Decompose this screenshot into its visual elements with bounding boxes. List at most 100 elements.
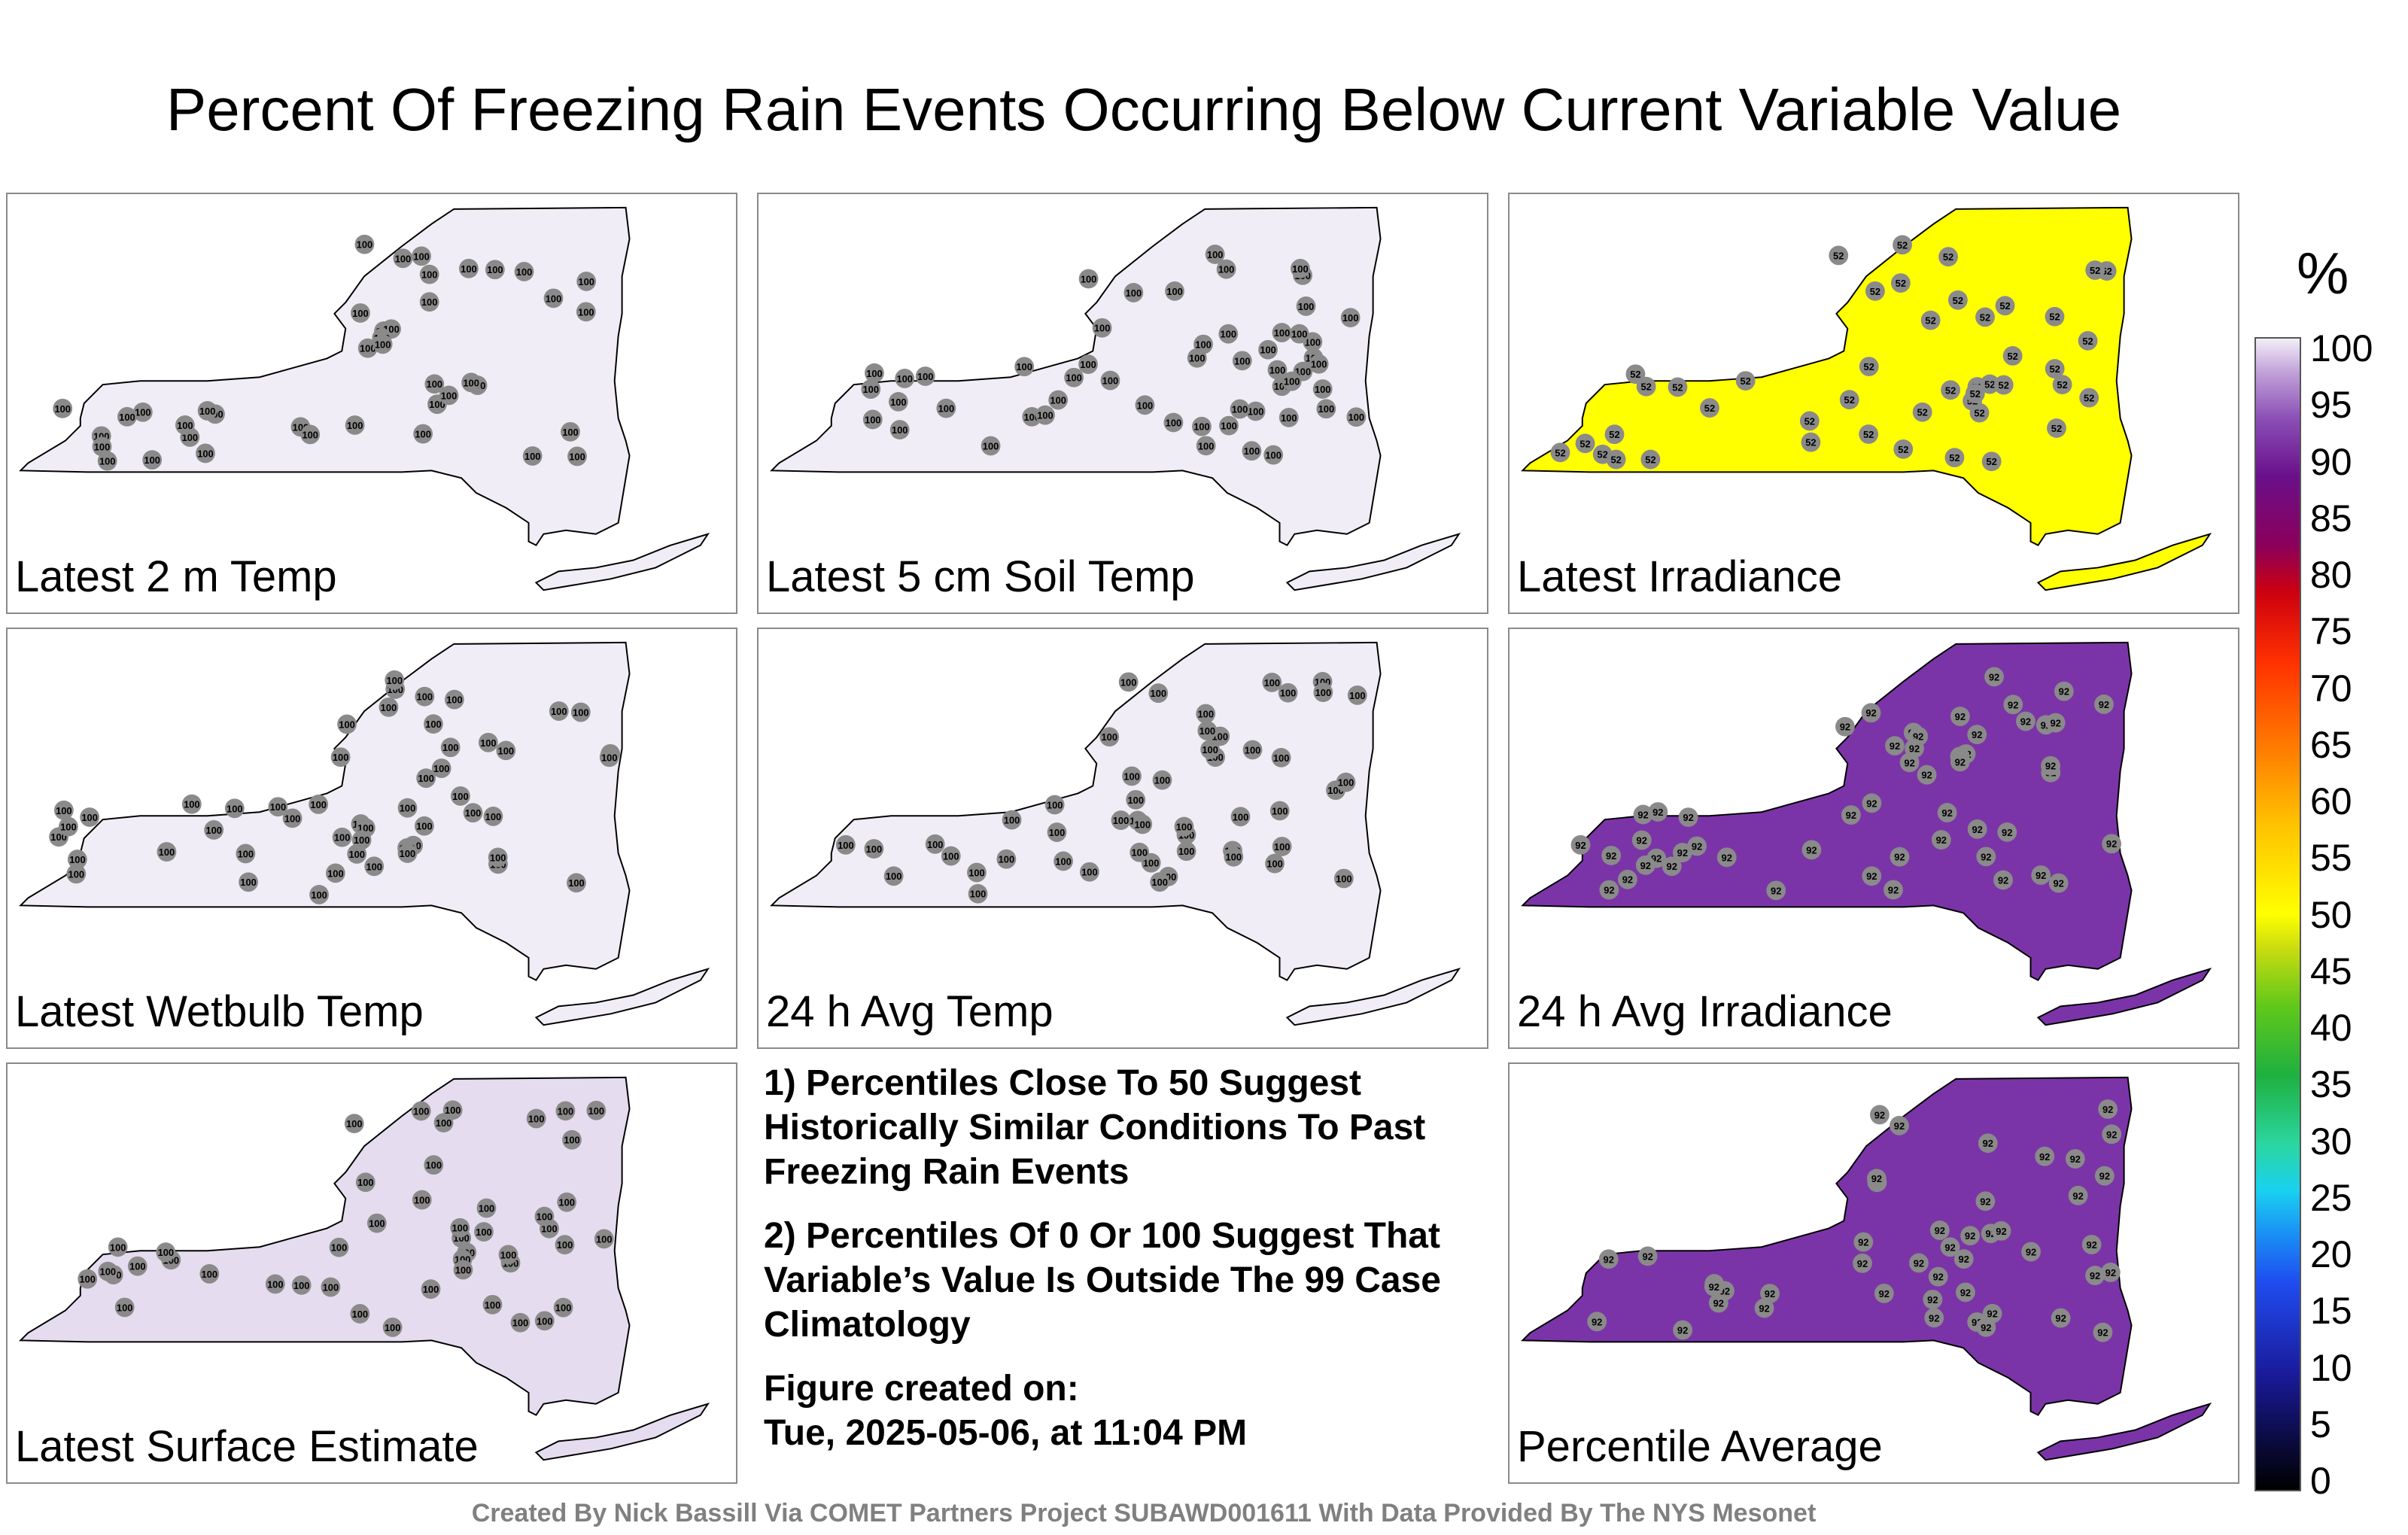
station-marker [1890, 1115, 1909, 1135]
station-marker [534, 1311, 555, 1331]
station-value: 100 [227, 803, 243, 814]
station-marker [485, 260, 505, 280]
station-value: 100 [1047, 799, 1063, 810]
colorbar-tick-label: 40 [2310, 1007, 2352, 1049]
station-value: 92 [2086, 1239, 2096, 1251]
station-value: 100 [1315, 687, 1332, 698]
station-marker [1148, 683, 1169, 704]
station-value: 100 [1298, 301, 1315, 312]
station-value: 100 [110, 1242, 126, 1253]
station-marker [1232, 351, 1252, 371]
station-value: 52 [1896, 278, 1906, 289]
station-value: 100 [418, 773, 434, 784]
station-marker [2102, 1124, 2122, 1144]
station-value: 100 [485, 1299, 501, 1311]
station-marker [1673, 1320, 1693, 1340]
station-marker [1044, 795, 1065, 815]
station-marker [424, 374, 445, 394]
station-value: 100 [1221, 329, 1237, 340]
station-value: 92 [2099, 1171, 2110, 1182]
station-marker [1219, 415, 1239, 436]
station-marker [1920, 310, 1941, 330]
station-value: 92 [2090, 1270, 2100, 1281]
station-marker [1245, 401, 1266, 421]
station-value: 92 [1944, 1242, 1955, 1253]
colorbar-tick-label: 60 [2310, 780, 2352, 822]
station-value: 92 [2106, 1129, 2117, 1140]
station-value: 100 [346, 1118, 363, 1129]
station-value: 100 [1311, 359, 1327, 370]
station-value: 100 [1066, 372, 1082, 384]
panel-label: Latest 5 cm Soil Temp [766, 552, 1195, 601]
station-marker [1002, 810, 1022, 830]
station-marker [364, 856, 385, 877]
station-value: 92 [1683, 812, 1693, 823]
station-value: 100 [1199, 725, 1216, 737]
colorbar-tick-label: 30 [2310, 1120, 2352, 1163]
station-marker [97, 451, 117, 471]
station-marker [1978, 1133, 1998, 1154]
station-marker [2102, 834, 2122, 854]
station-marker [80, 807, 100, 827]
station-marker [197, 401, 217, 421]
station-marker [1929, 1220, 1950, 1240]
station-value: 52 [1804, 415, 1815, 427]
colorbar-tick-label: 50 [2310, 893, 2352, 936]
station-value: 92 [1604, 1254, 1614, 1265]
station-marker [1801, 840, 1822, 860]
station-value: 92 [2072, 1190, 2083, 1202]
station-marker [236, 843, 256, 864]
station-value: 100 [1284, 376, 1300, 388]
station-marker [459, 258, 479, 278]
station-value: 100 [1004, 815, 1020, 826]
station-value: 92 [1640, 860, 1651, 871]
panel-latest-5cm-soil-temp: 100 100 100 100 100 100 100 100 100 100 100 100 100 1… [757, 193, 1488, 614]
station-marker [1799, 411, 1820, 431]
station-marker [1993, 375, 2014, 395]
station-marker [1272, 323, 1292, 342]
station-value: 100 [427, 378, 443, 390]
station-marker [321, 1277, 341, 1297]
station-marker [1937, 803, 1957, 822]
station-value: 100 [425, 719, 442, 730]
station-marker [2045, 306, 2065, 327]
station-value: 52 [1925, 315, 1935, 327]
station-value: 100 [1127, 795, 1144, 806]
panel-label: 24 h Avg Irradiance [1517, 987, 1893, 1036]
station-marker [350, 1304, 370, 1324]
station-value: 100 [1232, 404, 1248, 415]
station-marker [1064, 367, 1084, 388]
station-value: 100 [1292, 263, 1309, 275]
station-marker [599, 747, 619, 768]
station-marker [567, 446, 587, 467]
colorbar-tick-label: 65 [2310, 723, 2352, 766]
station-marker [1347, 685, 1367, 705]
station-value: 92 [2039, 1151, 2050, 1163]
station-marker [1130, 842, 1150, 862]
station-marker [1291, 259, 1310, 278]
station-marker [1316, 399, 1336, 419]
station-value: 92 [1771, 885, 1781, 896]
ny-map: 1001001001001001001001001001001001001001… [770, 206, 1461, 591]
station-value: 100 [400, 848, 416, 859]
station-marker [1678, 807, 1698, 828]
station-marker [2048, 873, 2069, 893]
station-value: 100 [369, 1218, 385, 1230]
station-value: 100 [1081, 273, 1097, 284]
station-value: 100 [1342, 312, 1359, 324]
station-value: 92 [1965, 1230, 1975, 1242]
station-value: 100 [381, 702, 397, 713]
station-value: 52 [1555, 447, 1565, 458]
station-value: 52 [1870, 286, 1880, 297]
station-value: 52 [1945, 385, 1956, 396]
station-value: 100 [184, 799, 200, 810]
station-value: 100 [1207, 249, 1224, 260]
station-value: 92 [1637, 834, 1647, 846]
station-value: 100 [1178, 846, 1195, 857]
station-marker [2047, 418, 2066, 438]
station-marker [1640, 449, 1661, 470]
station-value: 92 [2106, 838, 2117, 850]
station-value: 100 [421, 296, 438, 308]
ny-map: 1001001001001001001001001001001001001001… [19, 641, 710, 1026]
station-value: 100 [970, 889, 987, 900]
